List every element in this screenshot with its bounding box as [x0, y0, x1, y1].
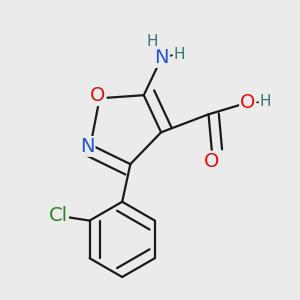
Text: Cl: Cl	[49, 206, 68, 225]
Text: H: H	[259, 94, 271, 110]
Text: H: H	[173, 47, 184, 62]
Text: O: O	[240, 93, 256, 112]
Text: O: O	[204, 152, 220, 171]
Text: H: H	[147, 34, 158, 50]
Text: O: O	[90, 86, 106, 105]
Text: N: N	[80, 137, 94, 156]
Text: N: N	[154, 48, 169, 67]
